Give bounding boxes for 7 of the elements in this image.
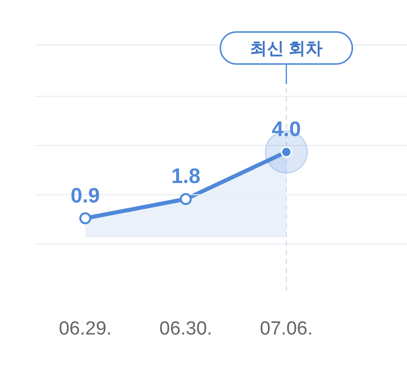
x-tick-label: 07.06.	[260, 318, 313, 340]
data-label: 0.9	[70, 184, 100, 208]
x-tick-label: 06.30.	[159, 318, 212, 340]
x-tick-label: 06.29.	[58, 318, 112, 340]
annotation: 최신 회차	[250, 38, 323, 58]
data-label: 4.0	[272, 118, 301, 141]
data-label: 1.8	[171, 165, 201, 188]
